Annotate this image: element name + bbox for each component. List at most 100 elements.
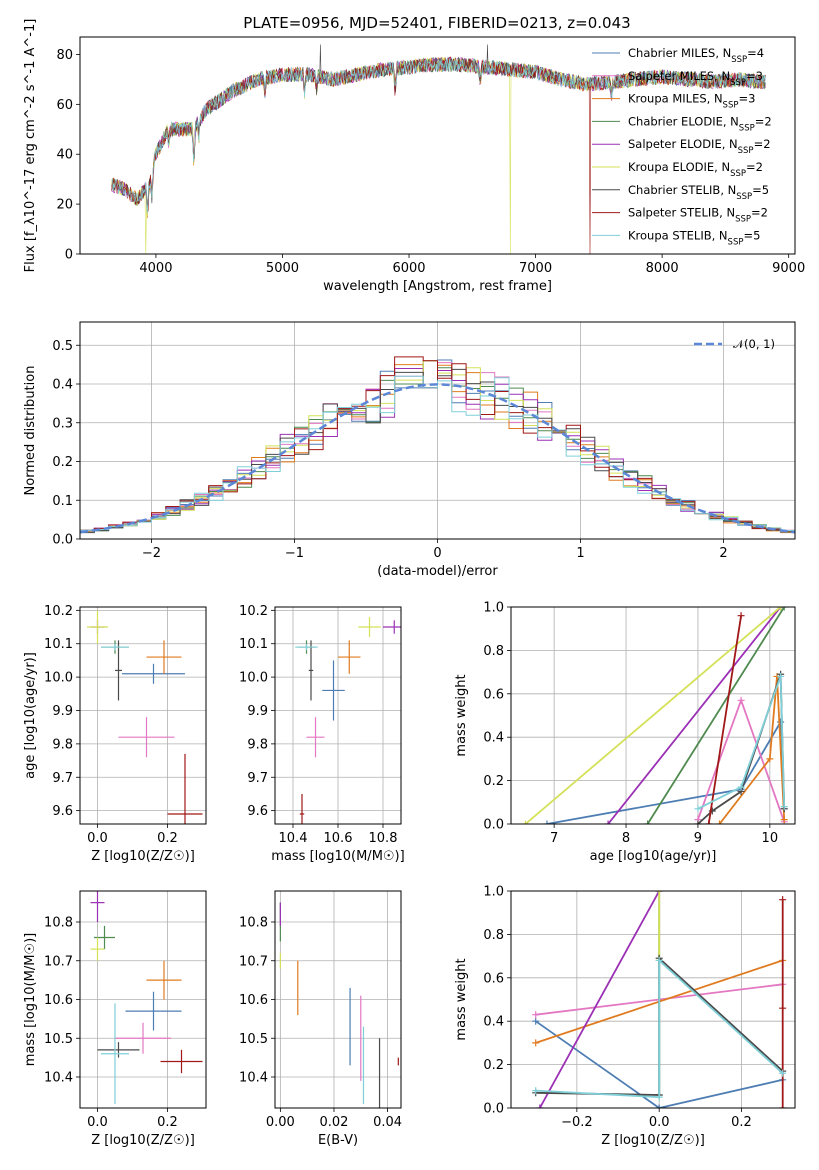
spectrum-xtick-label: 4000 <box>139 261 172 276</box>
residual-xtick-label: −1 <box>285 546 304 561</box>
weight-vs-Z-marker-7 <box>779 1004 787 1012</box>
weight-vs-Z-series-4 <box>539 891 660 1108</box>
residual-ytick-label: 0.4 <box>52 378 73 393</box>
legend-subscript: SSP <box>730 169 746 179</box>
weight-vs-age-marker-2 <box>766 755 774 763</box>
age-vs-Z-plot-area <box>87 610 203 824</box>
residual-xtick-label: 0 <box>433 546 441 561</box>
weight-vs-age-ytick-label: 0.4 <box>483 731 504 746</box>
weight-vs-age-marker-8 <box>780 803 788 811</box>
weight-vs-age-marker-5 <box>777 607 785 611</box>
age-vs-mass-xtick-label: 10.4 <box>279 831 308 846</box>
age-vs-Z-ytick-label: 10.2 <box>44 604 73 619</box>
weight-vs-Z-series-8 <box>535 958 784 1099</box>
weight-vs-Z-series-0 <box>535 1020 783 1108</box>
legend-label-3: Chabrier ELODIE, NSSP=2 <box>628 114 772 133</box>
figure-title: PLATE=0956, MJD=52401, FIBERID=0213, z=0… <box>243 14 630 32</box>
weight-vs-age-series-5 <box>524 607 782 824</box>
age-vs-mass-grid <box>275 607 401 824</box>
age-vs-mass-ytick-label: 10.0 <box>239 671 268 686</box>
weight-vs-age-series-3 <box>646 607 785 824</box>
weight-vs-age-xtick-label: 8 <box>622 831 630 846</box>
legend-subscript: SSP <box>736 192 752 202</box>
residual-frame <box>79 321 796 540</box>
spectrum-xlabel: wavelength [Angstrom, rest frame] <box>323 279 552 294</box>
gaussian-curve <box>80 383 795 534</box>
panel-mass-vs-Z: 0.0 0.2 10.4 10.5 10.6 10.7 10.8 Z [log10(Z/Z☉)… <box>23 890 207 1148</box>
age-vs-mass-ytick-label: 9.9 <box>247 704 268 719</box>
age-vs-mass-ytick-label: 9.6 <box>247 804 268 819</box>
weight-vs-age-series-4 <box>607 607 782 824</box>
weight-vs-Z-ytick-label: 0.8 <box>483 928 504 943</box>
legend-nssp: =3 <box>738 92 755 106</box>
panel-mass-vs-ebv: 0.00 0.02 0.04 10.4 10.5 10.6 10.7 10.8 E(B-V) <box>239 890 402 1148</box>
legend-subscript: SSP <box>731 55 747 65</box>
mass-vs-ebv-xtick-label: 0.00 <box>266 1115 295 1130</box>
weight-vs-age-ytick-label: 0.6 <box>483 687 504 702</box>
mass-vs-Z-ytick-label: 10.7 <box>44 954 73 969</box>
mass-vs-Z-xtick-label: 0.2 <box>157 1115 178 1130</box>
weight-vs-age-marker-2 <box>780 816 788 824</box>
spectrum-ytick-label: 20 <box>56 198 73 213</box>
weight-vs-age-ytick-label: 1.0 <box>483 601 504 616</box>
legend-subscript: SSP <box>728 237 744 247</box>
weight-vs-age-ylabel: mass weight <box>454 674 469 756</box>
legend-subscript: SSP <box>730 78 746 88</box>
weight-vs-age-ytick-label: 0.2 <box>483 774 504 789</box>
weight-vs-age-marker-8 <box>694 805 702 813</box>
legend-nssp: =2 <box>754 137 771 151</box>
legend-label-5: Kroupa ELODIE, NSSP=2 <box>628 160 763 179</box>
mass-vs-ebv-xlabel: E(B-V) <box>318 1133 358 1148</box>
weight-vs-Z-ytick-label: 0.2 <box>483 1058 504 1073</box>
legend-subscript: SSP <box>738 146 754 156</box>
weight-vs-age-marker-4 <box>604 820 612 824</box>
mass-vs-ebv-xtick-label: 0.02 <box>320 1115 349 1130</box>
residual-ylabel: Normed distribution <box>23 366 38 496</box>
weight-vs-age-xtick-label: 9 <box>694 831 702 846</box>
weight-vs-Z-marker-7 <box>779 896 787 904</box>
legend-label-8: Kroupa STELIB, NSSP=5 <box>628 228 760 247</box>
weight-vs-Z-ytick-label: 1.0 <box>483 885 504 900</box>
residual-ytick-label: 0.3 <box>52 416 73 431</box>
weight-vs-age-marker-1 <box>737 696 745 704</box>
residual-ytick-label: 0.0 <box>52 533 73 548</box>
weight-vs-Z-marker-7 <box>779 1104 787 1108</box>
age-vs-mass-ytick-label: 10.1 <box>239 637 268 652</box>
weight-vs-age-marker-3 <box>644 820 652 824</box>
residual-xtick-label: −2 <box>142 546 161 561</box>
residual-plot-area <box>80 356 795 535</box>
age-vs-Z-ylabel: age [log10(age/yr)] <box>23 652 38 779</box>
weight-vs-age-series-7 <box>707 615 742 824</box>
panel-weight-vs-age: 7 8 9 10 0.0 0.2 0.4 0.6 0.8 1.0 age [log10(age/yr… <box>454 601 796 864</box>
spectrum-line-7 <box>111 56 766 254</box>
weight-vs-age-marker-0 <box>543 820 551 824</box>
mass-vs-Z-ytick-label: 10.6 <box>44 993 73 1008</box>
age-vs-mass-xtick-label: 10.6 <box>324 831 353 846</box>
residual-ytick-label: 0.2 <box>52 455 73 470</box>
weight-vs-Z-ytick-label: 0.6 <box>483 971 504 986</box>
legend-nssp: =2 <box>746 160 763 174</box>
mass-vs-Z-plot-area <box>90 891 203 1105</box>
age-vs-Z-xlabel: Z [log10(Z/Z☉)] <box>91 849 195 864</box>
spectrum-xtick-label: 6000 <box>392 261 425 276</box>
legend-nssp: =3 <box>746 69 763 83</box>
weight-vs-age-xtick-label: 10 <box>762 831 779 846</box>
mass-vs-ebv-ytick-label: 10.4 <box>239 1071 268 1086</box>
legend-label-1: Salpeter MILES, NSSP=3 <box>628 69 763 88</box>
age-vs-mass-ytick-label: 10.2 <box>239 604 268 619</box>
spectrum-frame <box>79 36 796 255</box>
age-vs-Z-xtick-label: 0.0 <box>87 831 108 846</box>
spectrum-xtick-label: 5000 <box>266 261 299 276</box>
weight-vs-Z-marker-0 <box>655 1104 663 1108</box>
weight-vs-age-ytick-label: 0.0 <box>483 818 504 833</box>
age-vs-Z-ytick-label: 10.1 <box>44 637 73 652</box>
mass-vs-ebv-ytick-label: 10.8 <box>239 916 268 931</box>
residual-xlabel: (data-model)/error <box>377 564 498 579</box>
weight-vs-age-series-2 <box>718 676 786 824</box>
weight-vs-Z-marker-1 <box>532 1011 540 1019</box>
residual-xtick-label: 1 <box>576 546 584 561</box>
weight-vs-age-ytick-label: 0.8 <box>483 644 504 659</box>
weight-vs-age-marker-2 <box>716 820 724 824</box>
legend-label-4: Salpeter ELODIE, NSSP=2 <box>628 137 771 156</box>
